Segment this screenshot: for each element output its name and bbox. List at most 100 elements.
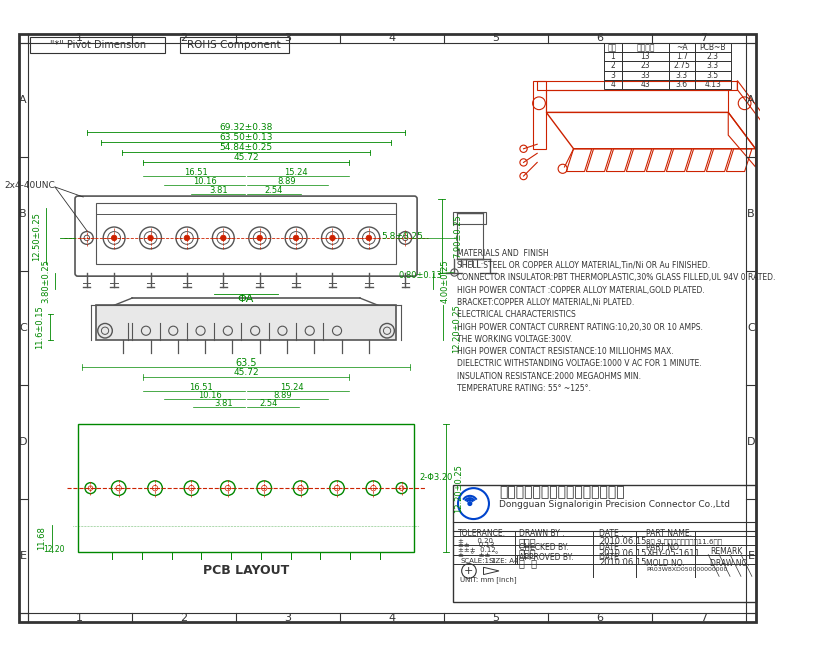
Text: 8号 9 心双芯带支脚式接11.6卡型: 8号 9 心双芯带支脚式接11.6卡型 [645, 539, 722, 545]
Bar [668, 52, 694, 62]
Text: 侯厉文: 侯厉文 [518, 548, 536, 559]
Circle shape [366, 236, 371, 241]
Text: 3: 3 [609, 71, 614, 79]
Bar [621, 52, 668, 62]
Text: +: + [464, 566, 473, 576]
Text: "*" Pivot Dimension: "*" Pivot Dimension [50, 40, 146, 50]
Bar [668, 43, 694, 52]
Bar [694, 52, 730, 62]
Text: SIZE: A4: SIZE: A4 [488, 558, 518, 564]
Text: 0.80±0.13: 0.80±0.13 [398, 271, 442, 279]
Text: 3.6: 3.6 [675, 79, 687, 89]
Text: CONNECTOR INSULATOR:PBT THERMOPLASTIC,30% GLASS FILLED,UL 94V 0 RATED.: CONNECTOR INSULATOR:PBT THERMOPLASTIC,30… [456, 274, 775, 283]
Text: 1: 1 [76, 33, 83, 43]
Text: 4.13: 4.13 [704, 79, 721, 89]
Text: 2: 2 [609, 62, 614, 70]
Text: REMARK: REMARK [709, 547, 741, 556]
Text: PART NAME:: PART NAME: [645, 529, 691, 538]
Bar [621, 43, 668, 52]
Text: ROHS Component: ROHS Component [188, 40, 281, 50]
Text: E: E [20, 551, 26, 561]
Text: 刘  超: 刘 超 [518, 558, 536, 567]
Text: 12.50±0.25: 12.50±0.25 [32, 212, 41, 260]
Text: 16.51: 16.51 [188, 382, 212, 392]
Text: 69.32±0.38: 69.32±0.38 [219, 123, 273, 133]
Text: 63.50±0.13: 63.50±0.13 [219, 133, 273, 142]
Text: C: C [746, 323, 754, 333]
Text: ~A: ~A [675, 43, 687, 52]
Text: UNIT: mm [inch]: UNIT: mm [inch] [459, 577, 516, 583]
Text: B: B [20, 209, 27, 219]
Text: MATERIALS AND  FINISH: MATERIALS AND FINISH [456, 249, 548, 258]
Text: 11.6±0.15: 11.6±0.15 [35, 305, 44, 349]
Text: 2.54: 2.54 [264, 186, 283, 195]
Bar [603, 43, 621, 52]
Text: 11.68: 11.68 [37, 526, 46, 550]
Text: INSULATION RESISTANCE:2000 MEGAOHMS MIN.: INSULATION RESISTANCE:2000 MEGAOHMS MIN. [456, 372, 640, 380]
Text: 2-Φ3.20: 2-Φ3.20 [419, 473, 452, 482]
Text: B: B [746, 209, 753, 219]
Text: ±      0.20: ± 0.20 [458, 538, 492, 544]
Text: 3.81: 3.81 [209, 186, 228, 195]
Text: 3.3: 3.3 [675, 71, 687, 79]
Circle shape [329, 236, 335, 241]
Text: DATE :: DATE : [599, 529, 623, 538]
Text: 43: 43 [640, 79, 649, 89]
Text: TEMPERATURE RATING: 55° ~125°.: TEMPERATURE RATING: 55° ~125°. [456, 384, 590, 393]
Bar [453, 485, 754, 602]
Bar [603, 52, 621, 62]
Text: PCB LAYOUT: PCB LAYOUT [202, 564, 289, 577]
Text: 33: 33 [640, 71, 649, 79]
Text: D: D [19, 437, 27, 447]
Text: CHECKED BY:: CHECKED BY: [518, 543, 568, 552]
Text: 2x4-40UNC: 2x4-40UNC [4, 180, 55, 190]
Bar [621, 62, 668, 71]
Text: 15.24: 15.24 [279, 382, 303, 392]
Text: 3: 3 [284, 613, 291, 623]
Text: 4: 4 [387, 33, 395, 43]
Text: 15.24: 15.24 [284, 168, 307, 177]
Text: 23: 23 [640, 62, 649, 70]
Bar [179, 37, 288, 53]
Text: A: A [746, 95, 753, 105]
Text: APPROVED BY:: APPROVED BY: [518, 553, 573, 562]
Text: 4.00±0.25: 4.00±0.25 [441, 259, 450, 302]
Text: ±   °  ±±  °: ± ° ±± ° [458, 552, 498, 558]
Text: 5: 5 [491, 613, 499, 623]
Text: PART NO.: PART NO. [645, 543, 681, 552]
Circle shape [293, 236, 298, 241]
Text: 5.8±0.25: 5.8±0.25 [381, 232, 423, 241]
Text: 10.16: 10.16 [193, 177, 217, 186]
Bar [694, 79, 730, 89]
Text: 2: 2 [180, 33, 187, 43]
Text: MOLD NO.: MOLD NO. [645, 559, 685, 568]
Text: A: A [20, 95, 27, 105]
Text: 2010.06.15: 2010.06.15 [599, 549, 645, 558]
Text: 3.80±0.25: 3.80±0.25 [41, 258, 50, 302]
Bar [694, 62, 730, 71]
Text: HIGH POWER CONTACT RESISTANCE:10 MILLIOHMS MAX.: HIGH POWER CONTACT RESISTANCE:10 MILLIOH… [456, 347, 673, 356]
Text: DRAW NO.: DRAW NO. [709, 559, 749, 568]
Bar [694, 43, 730, 52]
Text: 2.75: 2.75 [672, 62, 690, 70]
Text: 电芯数量: 电芯数量 [636, 43, 654, 52]
Text: ΦA: ΦA [238, 294, 254, 304]
Bar [694, 71, 730, 79]
Text: Dongguan Signalorigin Precision Connector Co.,Ltd: Dongguan Signalorigin Precision Connecto… [499, 500, 729, 509]
Bar [621, 71, 668, 79]
Text: 63.5: 63.5 [235, 358, 256, 367]
Bar [668, 71, 694, 79]
Text: D: D [746, 437, 754, 447]
Text: 7: 7 [699, 33, 706, 43]
Text: 10.16: 10.16 [197, 391, 221, 400]
Circle shape [147, 236, 153, 241]
Bar [621, 79, 668, 89]
Bar [78, 424, 414, 552]
Text: 4: 4 [609, 79, 614, 89]
Text: 5: 5 [491, 33, 499, 43]
Circle shape [468, 502, 471, 505]
Text: TOLERANCE:: TOLERANCE: [458, 529, 505, 538]
Text: 7: 7 [699, 613, 706, 623]
Text: 2: 2 [180, 613, 187, 623]
Text: 2010.06.15: 2010.06.15 [599, 537, 645, 546]
